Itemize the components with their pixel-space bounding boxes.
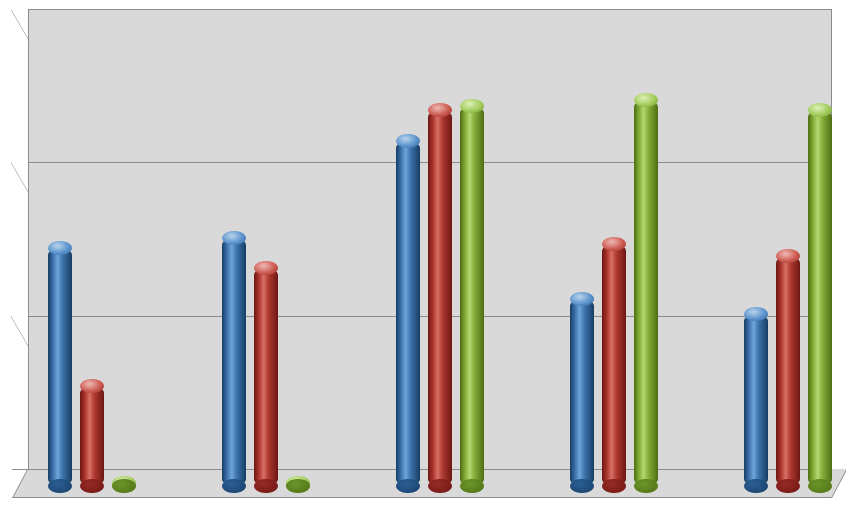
bar-series-2-c2: [254, 268, 278, 486]
bar-series-2-c3: [428, 110, 452, 486]
gridline-connector: [11, 316, 29, 348]
bar-series-1-c4: [570, 299, 594, 486]
floor-back-edge: [12, 469, 830, 470]
bar-series-3-c2: [286, 483, 310, 486]
bar-series-2-c5: [776, 256, 800, 486]
gridline-connector: [11, 9, 29, 41]
bar-series-1-c1: [48, 248, 72, 486]
bar-series-2-c4: [602, 244, 626, 486]
bar-series-2-c1: [80, 386, 104, 486]
gridline-connector: [11, 162, 29, 194]
bar-series-1-c5: [744, 314, 768, 486]
gridline: [29, 9, 831, 10]
bar-series-1-c3: [396, 141, 420, 486]
bar-series-3-c4: [634, 100, 658, 486]
bar-series-3-c5: [808, 110, 832, 486]
bar-series-1-c2: [222, 238, 246, 486]
chart-stage: [0, 0, 846, 506]
bar-series-3-c3: [460, 106, 484, 486]
bar-series-3-c1: [112, 483, 136, 486]
